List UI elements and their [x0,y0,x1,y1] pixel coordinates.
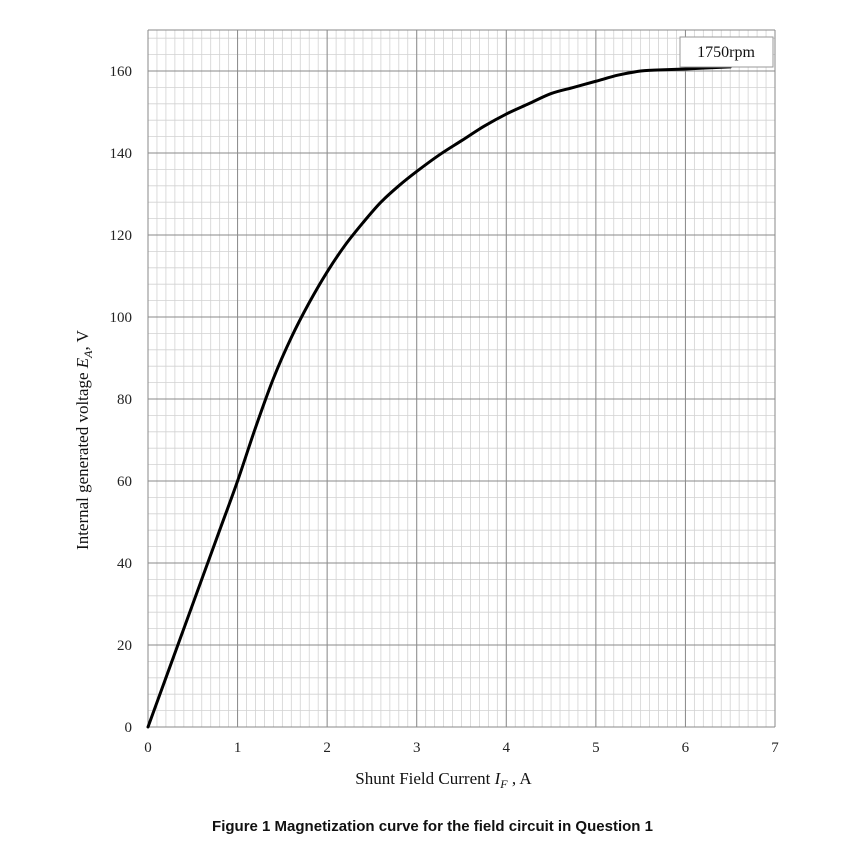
annotation-box: 1750rpm [679,36,774,68]
x-axis-label-sub: F [499,777,508,791]
y-tick-label: 120 [110,228,133,244]
y-axis-label-var: E [73,357,92,369]
x-axis-label-tail: , A [508,769,533,788]
y-tick-label: 40 [117,556,132,572]
x-tick-label: 5 [592,740,600,756]
x-tick-label: 7 [771,740,779,756]
figure-caption: Figure 1 Magnetization curve for the fie… [212,818,653,835]
y-axis-label-sub: A [81,350,95,359]
y-tick-label: 100 [110,310,133,326]
y-tick-labels: 0 20 40 60 80 100 120 140 160 [110,64,133,736]
y-axis-label-main: Internal generated voltage [73,368,92,550]
x-tick-label: 4 [503,740,511,756]
y-tick-label: 80 [117,392,132,408]
y-tick-label: 140 [110,146,133,162]
magnetization-curve [146,65,732,729]
annotation-label: 1750rpm [697,44,755,61]
y-tick-label: 60 [117,474,132,490]
x-tick-label: 6 [682,740,690,756]
series-layer [146,65,732,729]
y-tick-label: 20 [117,638,132,654]
x-tick-label: 0 [144,740,152,756]
y-tick-label: 0 [125,720,133,736]
major-grid [147,29,776,728]
y-axis-label: Internal generated voltage EA, V [73,329,95,550]
y-axis-label-tail: , V [73,329,92,350]
x-tick-label: 2 [323,740,331,756]
x-tick-label: 1 [234,740,242,756]
x-tick-label: 3 [413,740,421,756]
x-axis-label-main: Shunt Field Current [355,769,494,788]
x-axis-label-var: I [494,769,502,788]
y-tick-label: 160 [110,64,133,80]
x-axis-label: Shunt Field Current IF , A [355,769,532,791]
x-tick-labels: 0 1 2 3 4 5 6 7 [144,740,779,756]
minor-grid [147,30,776,728]
